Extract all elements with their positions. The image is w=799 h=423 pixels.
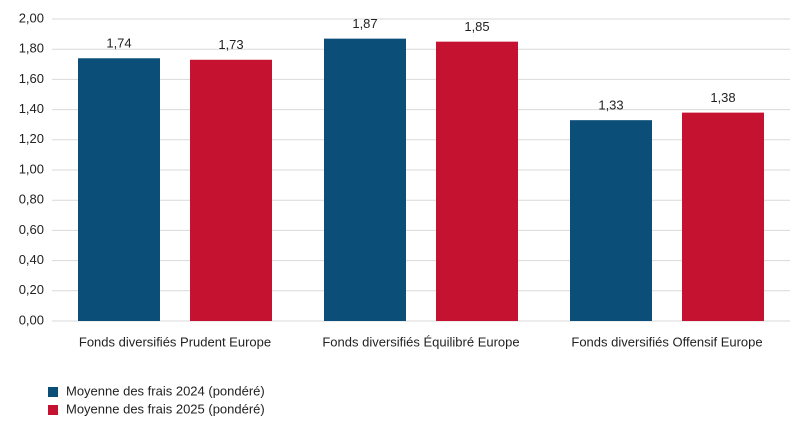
legend-swatch xyxy=(48,405,58,415)
y-tick-label: 1,60 xyxy=(19,71,44,86)
bar xyxy=(436,41,518,322)
legend-label: Moyenne des frais 2025 (pondéré) xyxy=(66,401,265,416)
y-tick-label: 0,20 xyxy=(19,282,44,297)
bar xyxy=(570,120,652,321)
value-label: 1,38 xyxy=(710,90,735,105)
x-tick-label: Fonds diversifiés Offensif Europe xyxy=(571,334,762,349)
value-label: 1,74 xyxy=(106,36,131,51)
legend-label: Moyenne des frais 2024 (pondéré) xyxy=(66,383,265,398)
y-tick-label: 2,00 xyxy=(19,10,44,25)
value-label: 1,33 xyxy=(598,98,623,113)
y-tick-label: 0,80 xyxy=(19,192,44,207)
y-tick-label: 1,40 xyxy=(19,101,44,116)
bar xyxy=(324,38,406,321)
bar xyxy=(190,59,272,322)
value-label: 1,73 xyxy=(218,37,243,52)
y-tick-label: 0,60 xyxy=(19,222,44,237)
y-tick-label: 0,00 xyxy=(19,312,44,327)
y-tick-label: 0,40 xyxy=(19,252,44,267)
legend-swatch xyxy=(48,387,58,397)
bar xyxy=(78,58,160,321)
value-label: 1,87 xyxy=(352,16,377,31)
y-tick-label: 1,00 xyxy=(19,161,44,176)
x-tick-label: Fonds diversifiés Équilibré Europe xyxy=(322,334,519,349)
value-label: 1,85 xyxy=(464,19,489,34)
bar xyxy=(682,112,764,322)
y-tick-label: 1,20 xyxy=(19,131,44,146)
y-tick-label: 1,80 xyxy=(19,41,44,56)
x-tick-label: Fonds diversifiés Prudent Europe xyxy=(79,334,271,349)
